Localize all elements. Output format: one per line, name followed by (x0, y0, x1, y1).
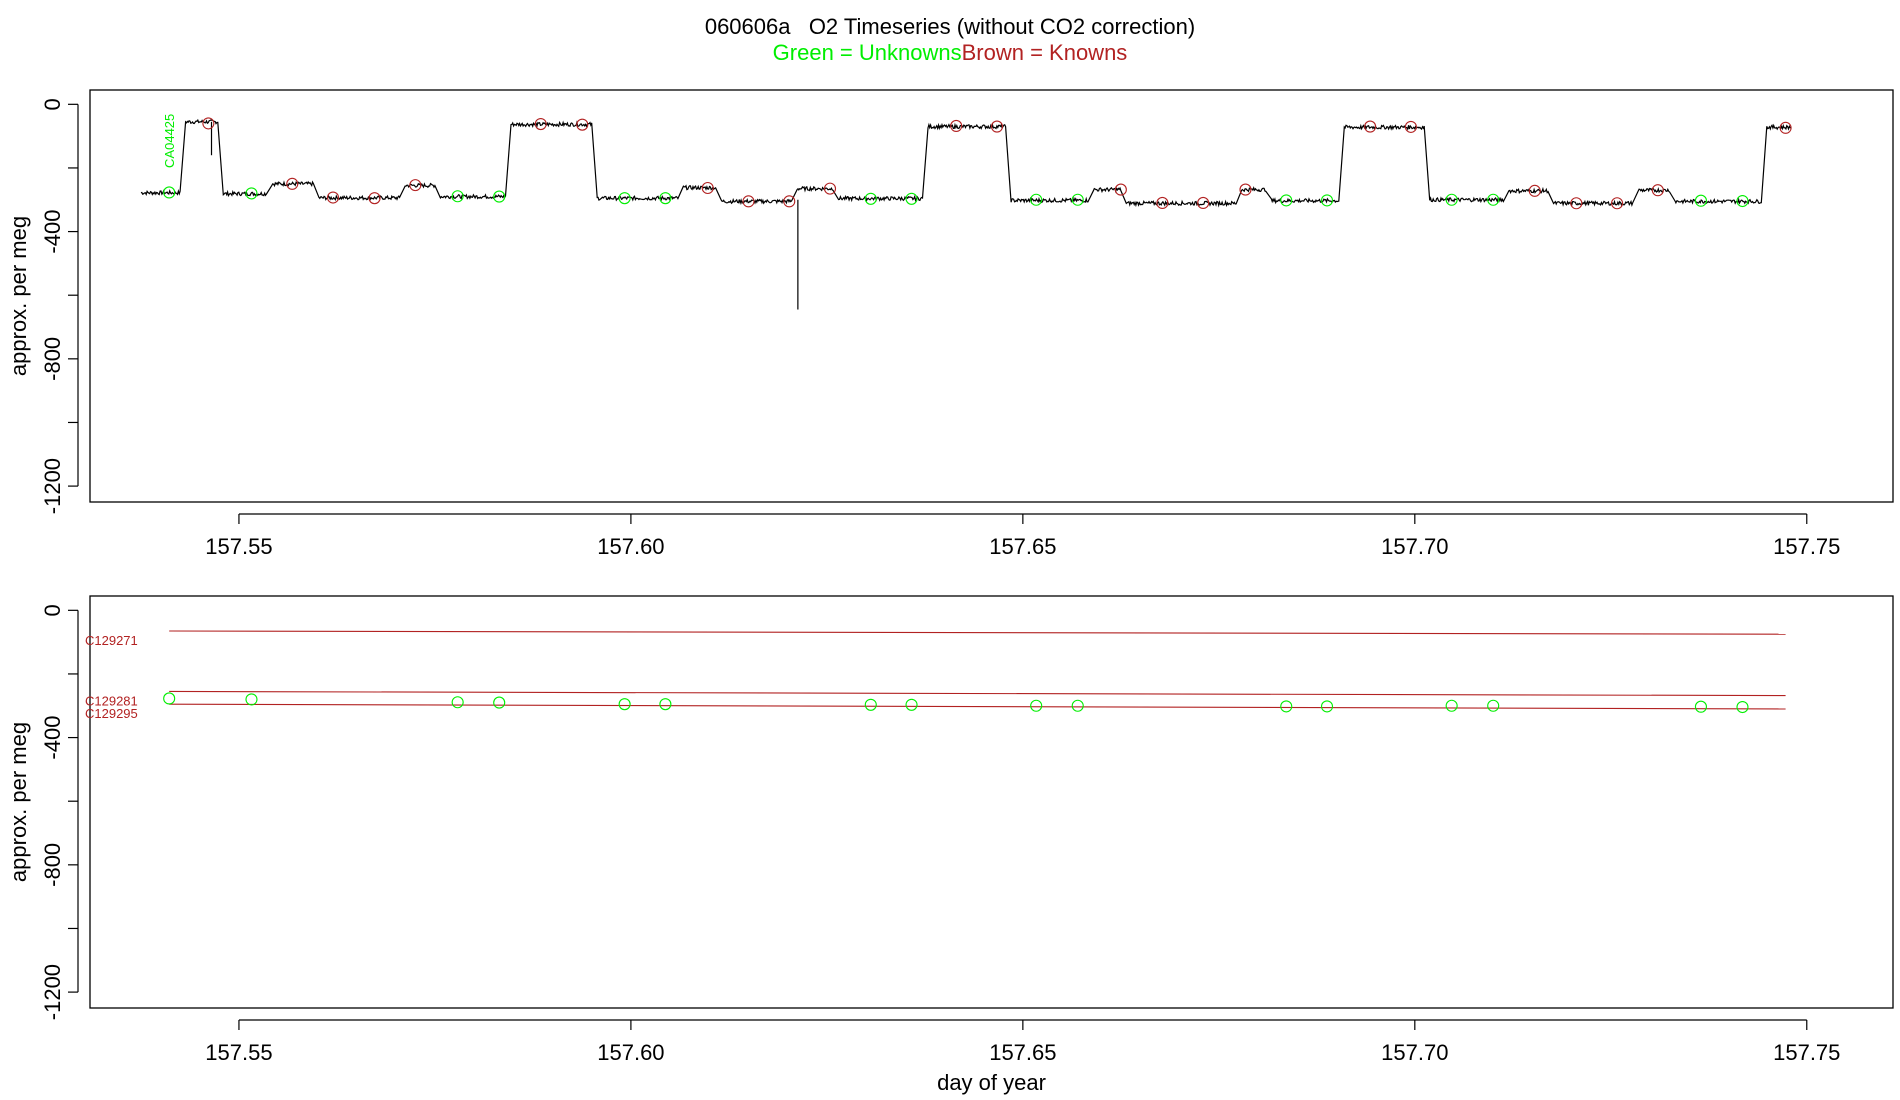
known-point (1651, 184, 1664, 197)
y-axis-label: approx. per meg (6, 722, 31, 882)
unknown-point (245, 187, 258, 200)
known-point (742, 195, 755, 208)
bottom-panel: 157.55 157.60 157.65 157.70 157.75 0 -400 -800 -… (6, 595, 1894, 1095)
known-point (823, 182, 837, 195)
known-point (1570, 197, 1583, 210)
x-tick-label: 157.70 (1381, 534, 1448, 559)
y-tick-label: 0 (40, 604, 65, 616)
unknown-point (163, 186, 176, 199)
known-line (169, 703, 1786, 710)
x-tick-label: 157.65 (989, 534, 1056, 559)
known-line-label: C129295 (85, 706, 138, 721)
x-tick-label: 157.55 (205, 1040, 272, 1065)
y-tick-label: -1200 (40, 964, 65, 1020)
title-block: 060606a O2 Timeseries (without CO2 corre… (0, 14, 1900, 66)
unknown-point (618, 698, 631, 711)
y-axis-label: approx. per meg (6, 216, 31, 376)
y-tick-label: -800 (40, 843, 65, 887)
y-tick-label: 0 (40, 98, 65, 110)
unknown-point (1736, 700, 1749, 714)
x-tick-label: 157.55 (205, 534, 272, 559)
known-point (990, 120, 1004, 133)
y-tick-label: -400 (40, 210, 65, 254)
known-point (1156, 196, 1169, 209)
unknown-point (1071, 193, 1084, 206)
unknown-point (1694, 700, 1707, 713)
unknown-point (905, 192, 918, 205)
known-line-label: C129281 (85, 693, 138, 708)
legend-unknowns: Green = Unknowns (772, 40, 962, 65)
unknown-point (1487, 193, 1500, 206)
known-point (368, 192, 381, 205)
unknown-point (1445, 699, 1458, 712)
unknown-point (1736, 194, 1749, 208)
unknown-point (659, 192, 672, 205)
chart-title: 060606a O2 Timeseries (without CO2 corre… (704, 14, 1196, 39)
known-point (783, 195, 796, 208)
known-line-label: C129271 (85, 633, 138, 648)
known-point (1197, 196, 1210, 209)
unknown-point (1280, 700, 1293, 713)
unknown-point (451, 190, 464, 203)
known-point (950, 119, 963, 133)
y-tick-label: -800 (40, 337, 65, 381)
unknown-point (1694, 194, 1707, 207)
known-point (1364, 120, 1377, 133)
unknown-point (451, 696, 464, 709)
known-point (1239, 183, 1252, 196)
unknown-point (1320, 194, 1334, 207)
legend-knowns: Brown = Knowns (961, 40, 1128, 65)
unknown-point (618, 192, 631, 205)
known-point (701, 181, 714, 195)
unknown-point (659, 698, 672, 711)
unknown-point (1320, 700, 1334, 713)
known-line (169, 630, 1786, 635)
unknown-point (864, 698, 877, 711)
known-point (1611, 197, 1624, 210)
unknown-point (1071, 699, 1084, 712)
known-point (1404, 120, 1417, 133)
x-tick-label: 157.75 (1773, 1040, 1840, 1065)
y-tick-label: -1200 (40, 458, 65, 514)
unknown-point (163, 692, 176, 705)
unknown-point (245, 693, 258, 706)
unknown-annotation: CA04425 (162, 114, 177, 168)
y-tick-label: -400 (40, 716, 65, 760)
unknown-point (1487, 699, 1500, 712)
known-point (1779, 121, 1792, 134)
o2-trace-line (140, 118, 1792, 208)
unknown-point (493, 190, 506, 203)
unknown-point (1030, 193, 1043, 206)
known-point (409, 179, 422, 192)
x-tick-label: 157.75 (1773, 534, 1840, 559)
unknown-point (864, 192, 877, 205)
x-axis-label: day of year (937, 1070, 1046, 1095)
known-point (286, 177, 299, 190)
plot-frame (89, 89, 1894, 503)
unknown-point (1280, 194, 1293, 207)
plot-frame (89, 595, 1894, 1009)
x-tick-label: 157.65 (989, 1040, 1056, 1065)
known-point (326, 191, 340, 204)
x-tick-label: 157.60 (597, 534, 664, 559)
known-point (1528, 184, 1541, 197)
chart-subtitle: Green = UnknownsBrown = Knowns (0, 40, 1900, 66)
top-panel: 157.55 157.60 157.65 157.70 157.75 0 -400 -800 -… (6, 89, 1894, 559)
known-point (202, 117, 215, 130)
unknown-point (905, 698, 918, 711)
unknown-point (1030, 699, 1043, 712)
known-line (169, 690, 1786, 697)
known-point (1114, 183, 1127, 196)
unknown-point (493, 696, 506, 709)
known-point (534, 117, 547, 131)
unknown-point (1445, 193, 1458, 206)
x-tick-label: 157.60 (597, 1040, 664, 1065)
known-point (576, 118, 589, 131)
x-tick-label: 157.70 (1381, 1040, 1448, 1065)
